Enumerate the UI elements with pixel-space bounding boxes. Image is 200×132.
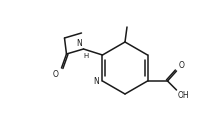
Text: O: O <box>52 70 58 79</box>
Text: OH: OH <box>177 91 188 100</box>
Text: N: N <box>93 77 98 86</box>
Text: N: N <box>76 39 82 48</box>
Text: H: H <box>83 53 89 59</box>
Text: O: O <box>178 61 183 70</box>
